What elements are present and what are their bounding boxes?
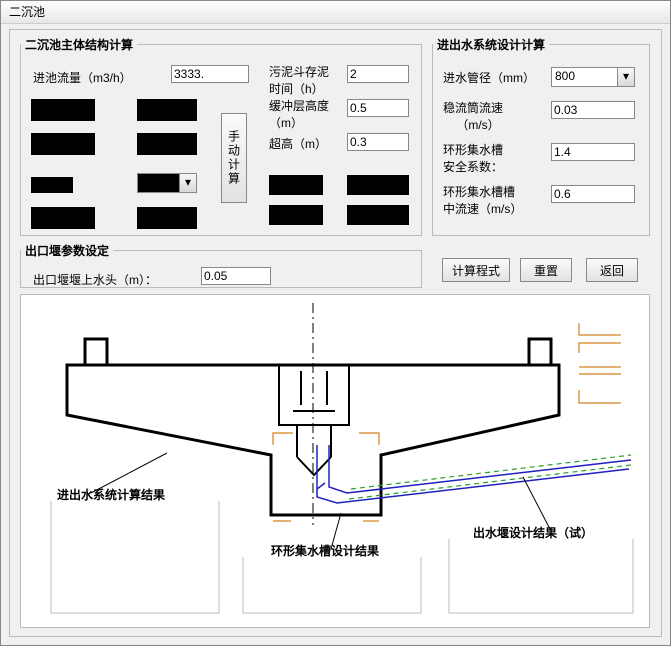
label-ring-vel: 环形集水槽槽 中流速（m/s） [443,183,522,217]
label-sludge-time: 污泥斗存泥 时间（h） [269,63,329,97]
input-ring-vel[interactable] [551,185,635,203]
input-outlet-head[interactable] [201,267,271,285]
group-outlet-legend: 出口堰参数设定 [21,242,113,259]
group-outlet: 出口堰参数设定 出口堰堰上水头（m）： [20,242,422,288]
hidden-out-value-2 [347,205,409,225]
hidden-out-value-1 [347,175,409,195]
hidden-input-1[interactable] [137,99,197,121]
group-main-legend: 二沉池主体结构计算 [21,36,137,53]
input-sludge-time[interactable] [347,65,409,83]
chevron-down-icon: ▾ [617,68,634,86]
hidden-input-2[interactable] [137,133,197,155]
formula-button[interactable]: 计算程式 [442,258,510,282]
diagram-label-ring: 环形集水槽设计结果 [271,543,379,558]
client-area: 二沉池主体结构计算 进池流量（m3/h） 污泥斗存泥 时间（h） 缓冲层高度 （… [9,29,662,637]
hidden-out-label-2 [269,205,323,225]
hidden-label-3 [31,177,73,193]
combo-inlet-dia-value: 800 [552,69,575,83]
hidden-input-3[interactable] [137,207,197,229]
back-button[interactable]: 返回 [586,258,638,282]
label-inflow: 进池流量（m3/h） [33,69,132,86]
input-freeboard[interactable] [347,133,409,151]
label-freeboard: 超高（m） [269,135,327,152]
hidden-label-2 [31,133,95,155]
input-inflow[interactable] [171,65,249,83]
tank-diagram: 进出水系统计算结果 环形集水槽设计结果 出水堰设计结果（试） [21,295,649,627]
input-ring-safety[interactable] [551,143,635,161]
group-io: 进出水系统设计计算 进水管径（mm） 800 ▾ 稳流筒流速 （m/s） 环形集… [432,36,650,236]
label-ring-safety: 环形集水槽 安全系数： [443,141,503,175]
label-stab-vel: 稳流筒流速 （m/s） [443,99,503,133]
hidden-combo[interactable]: ▾ [137,173,197,193]
hidden-label-4 [31,207,95,229]
label-inlet-dia: 进水管径（mm） [443,69,535,86]
hidden-out-label-1 [269,175,323,195]
group-io-legend: 进出水系统设计计算 [433,36,549,53]
group-main: 二沉池主体结构计算 进池流量（m3/h） 污泥斗存泥 时间（h） 缓冲层高度 （… [20,36,422,236]
diagram-label-weir: 出水堰设计结果（试） [473,525,593,540]
chevron-down-icon: ▾ [179,174,196,192]
label-buffer-height: 缓冲层高度 （m） [269,97,329,131]
hidden-label-1 [31,99,95,121]
combo-inlet-dia[interactable]: 800 ▾ [551,67,635,87]
reset-button[interactable]: 重置 [520,258,572,282]
window-title: 二沉池 [1,1,670,24]
input-buffer-height[interactable] [347,99,409,117]
manual-calc-button[interactable]: 手动计算 [221,113,247,203]
input-stab-vel[interactable] [551,101,635,119]
diagram-panel: 进出水系统计算结果 环形集水槽设计结果 出水堰设计结果（试） [20,294,650,628]
diagram-label-io: 进出水系统计算结果 [57,487,165,502]
label-outlet-head: 出口堰堰上水头（m）： [33,271,157,288]
